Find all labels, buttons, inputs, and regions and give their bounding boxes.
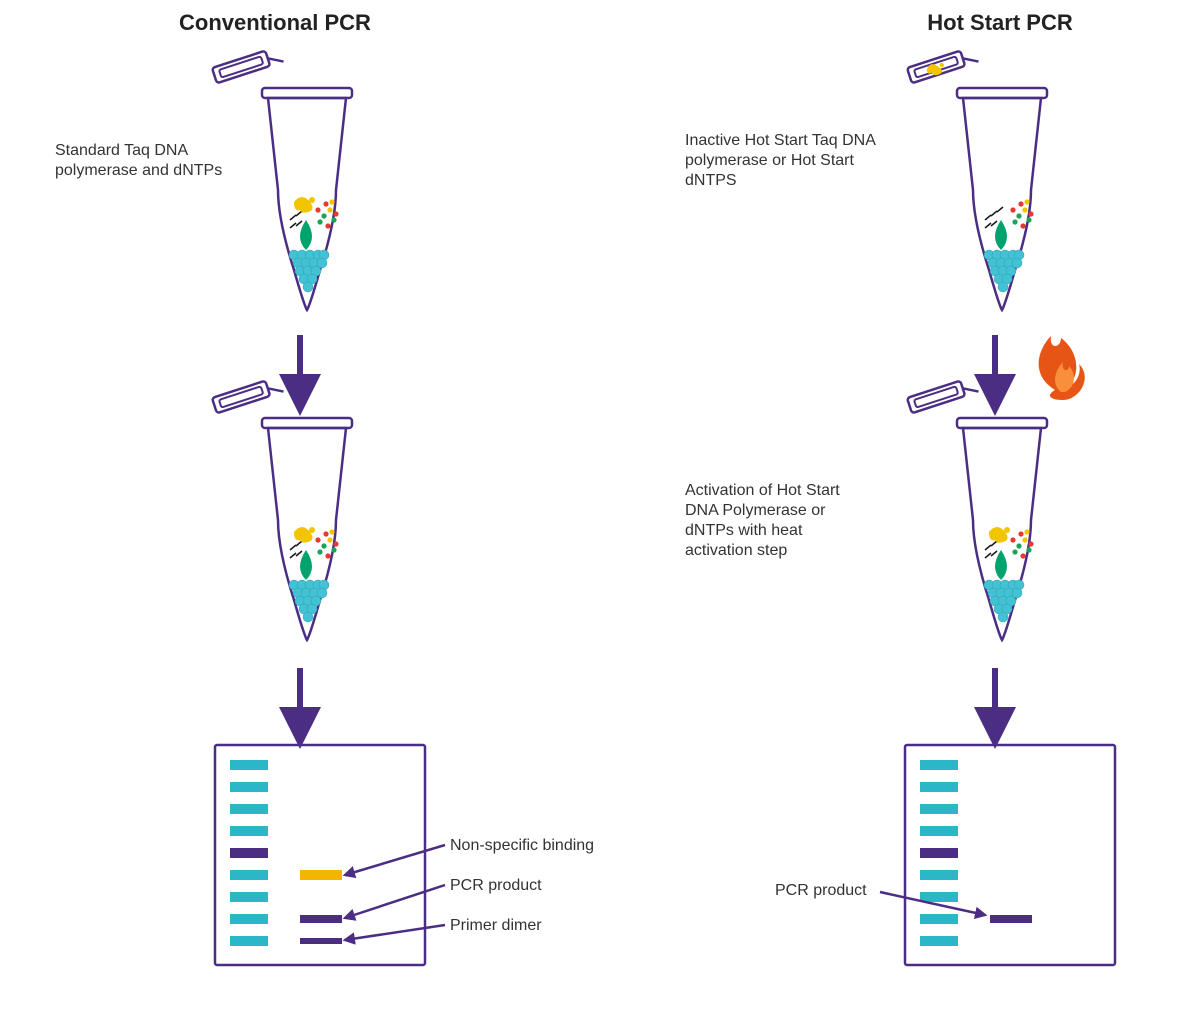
label-hotstart-step1: dNTPS xyxy=(685,172,737,189)
annotation-label: PCR product xyxy=(775,882,867,899)
tube-conventional-1 xyxy=(212,46,352,310)
label-hotstart-step2: activation step xyxy=(685,542,787,559)
annotation-arrow xyxy=(345,845,445,875)
annotation-label: PCR product xyxy=(450,877,542,894)
title-conventional: Conventional PCR xyxy=(179,10,371,35)
label-hotstart-step2: DNA Polymerase or xyxy=(685,502,826,519)
annotation-arrow xyxy=(345,925,445,940)
gel-hotstart xyxy=(905,745,1115,965)
flame-icon xyxy=(1039,336,1085,400)
annotation-arrow xyxy=(345,885,445,918)
annotation-label: Non-specific binding xyxy=(450,837,594,854)
label-conventional-step1: Standard Taq DNA xyxy=(55,142,188,159)
label-hotstart-step1: Inactive Hot Start Taq DNA xyxy=(685,132,876,149)
label-hotstart-step2: Activation of Hot Start xyxy=(685,482,840,499)
annotation-label: Primer dimer xyxy=(450,917,542,934)
label-conventional-step1: polymerase and dNTPs xyxy=(55,162,222,179)
tube-hotstart-2 xyxy=(907,376,1047,640)
label-hotstart-step1: polymerase or Hot Start xyxy=(685,152,855,169)
tube-hotstart-1 xyxy=(907,46,1047,310)
label-hotstart-step2: dNTPs with heat xyxy=(685,522,803,539)
title-hotstart: Hot Start PCR xyxy=(927,10,1073,35)
tube-conventional-2 xyxy=(212,376,352,640)
